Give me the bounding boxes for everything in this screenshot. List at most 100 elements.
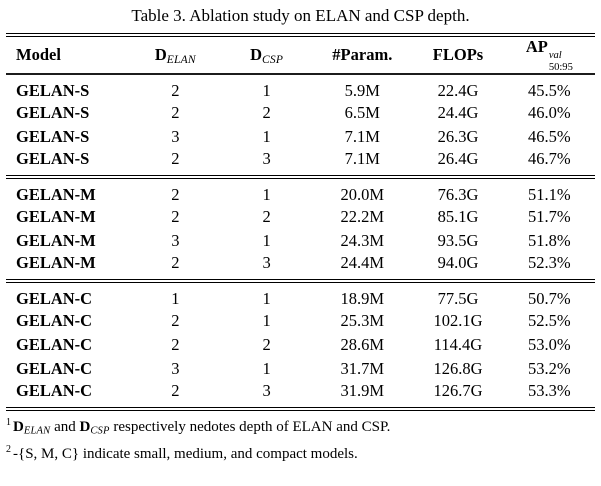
table-header-row: Model DELAN DCSP #Param. FLOPs AP val 50:9…: [6, 35, 595, 75]
math-subscript: CSP: [262, 53, 284, 66]
cell-model: GELAN-C: [16, 359, 93, 379]
math-subscript: ELAN: [166, 53, 196, 66]
col-header-d-csp: DCSP: [221, 35, 312, 74]
math-base: D: [13, 419, 24, 436]
table-row: GELAN-S 2 3 7.1M 26.4G 46.7%: [6, 149, 595, 177]
cell-d-csp: 2: [262, 335, 271, 355]
table-caption: Table 3. Ablation study on ELAN and CSP …: [131, 6, 470, 25]
cell-ap: 51.1%: [528, 185, 571, 205]
cell-model: GELAN-S: [16, 81, 90, 101]
cell-model: GELAN-M: [16, 253, 96, 273]
cell-d-csp: 1: [262, 231, 271, 251]
cell-params: 25.3M: [340, 311, 385, 331]
footnote-1-marker: 1: [6, 417, 11, 429]
table-row: GELAN-S 2 2 6.5M 24.4G 46.0%: [6, 101, 595, 125]
cell-flops: 26.4G: [437, 149, 479, 169]
cell-ap: 53.2%: [528, 359, 571, 379]
cell-flops: 93.5G: [437, 231, 479, 251]
cell-flops: 24.4G: [437, 103, 479, 123]
footnote-1-text: and: [54, 419, 76, 436]
table-row: GELAN-M 3 1 24.3M 93.5G 51.8%: [6, 229, 595, 253]
footnote-2-marker: 2: [6, 444, 11, 456]
cell-model: GELAN-C: [16, 381, 93, 401]
ablation-table: Model DELAN DCSP #Param. FLOPs AP val 50:9…: [6, 33, 595, 412]
cell-model: GELAN-S: [16, 149, 90, 169]
cell-d-elan: 2: [171, 185, 180, 205]
cell-flops: 94.0G: [437, 253, 479, 273]
table-row: GELAN-M 2 2 22.2M 85.1G 51.7%: [6, 205, 595, 229]
cell-ap: 46.7%: [528, 149, 571, 169]
table-row: GELAN-M 2 3 24.4M 94.0G 52.3%: [6, 253, 595, 281]
cell-d-csp: 1: [262, 81, 271, 101]
cell-model: GELAN-C: [16, 311, 93, 331]
cell-params: 28.6M: [340, 335, 385, 355]
cell-d-elan: 2: [171, 103, 180, 123]
cell-d-csp: 1: [262, 185, 271, 205]
table-row: GELAN-M 2 1 20.0M 76.3G 51.1%: [6, 177, 595, 205]
table-row: GELAN-S 2 1 5.9M 22.4G 45.5%: [6, 74, 595, 101]
cell-d-csp: 1: [262, 311, 271, 331]
table-row: GELAN-C 1 1 18.9M 77.5G 50.7%: [6, 281, 595, 309]
table-row: GELAN-C 2 3 31.9M 126.7G 53.3%: [6, 381, 595, 409]
table-section-gelan-s: GELAN-S 2 1 5.9M 22.4G 45.5% GELAN-S 2 2 6.5M 24.4…: [6, 74, 595, 177]
cell-d-elan: 2: [171, 81, 180, 101]
cell-params: 18.9M: [340, 289, 385, 309]
footnote-1-text: respectively nedotes depth of ELAN and C…: [113, 419, 391, 436]
table-row: GELAN-C 2 2 28.6M 114.4G 53.0%: [6, 333, 595, 357]
cell-ap: 46.5%: [528, 127, 571, 147]
cell-ap: 46.0%: [528, 103, 571, 123]
math-base: AP: [525, 37, 548, 56]
cell-params: 20.0M: [340, 185, 385, 205]
col-header-params: #Param.: [332, 45, 393, 65]
cell-model: GELAN-M: [16, 207, 96, 227]
cell-ap: 51.7%: [528, 207, 571, 227]
cell-model: GELAN-C: [16, 335, 93, 355]
cell-d-elan: 2: [171, 207, 180, 227]
footnote-2: 2 -{S, M, C} indicate small, medium, and …: [6, 443, 595, 466]
cell-d-elan: 2: [171, 253, 180, 273]
cell-ap: 51.8%: [528, 231, 571, 251]
table-footnotes: 1 DELAN and DCSP respectively nedotes dep…: [6, 416, 595, 466]
cell-d-elan: 3: [171, 231, 180, 251]
cell-d-csp: 2: [262, 207, 271, 227]
col-header-ap: AP val 50:95: [504, 35, 595, 74]
cell-model: GELAN-M: [16, 185, 96, 205]
cell-flops: 114.4G: [433, 335, 483, 355]
table-row: GELAN-C 2 1 25.3M 102.1G 52.5%: [6, 309, 595, 333]
cell-ap: 53.3%: [528, 381, 571, 401]
cell-flops: 85.1G: [437, 207, 479, 227]
cell-flops: 77.5G: [437, 289, 479, 309]
cell-d-csp: 3: [262, 381, 271, 401]
cell-ap: 52.5%: [528, 311, 571, 331]
cell-d-csp: 2: [262, 103, 271, 123]
cell-model: GELAN-S: [16, 127, 90, 147]
cell-params: 24.3M: [340, 231, 385, 251]
cell-model: GELAN-M: [16, 231, 96, 251]
table-section-gelan-c: GELAN-C 1 1 18.9M 77.5G 50.7% GELAN-C 2 1 25.3M 10…: [6, 281, 595, 409]
cell-params: 22.2M: [340, 207, 385, 227]
cell-d-csp: 1: [262, 359, 271, 379]
cell-flops: 26.3G: [437, 127, 479, 147]
math-superscript: val: [548, 49, 562, 61]
cell-d-elan: 2: [171, 311, 180, 331]
math-supsub-stack: val 50:95: [549, 50, 573, 74]
table-row: GELAN-C 3 1 31.7M 126.8G 53.2%: [6, 357, 595, 381]
cell-model: GELAN-C: [16, 289, 93, 309]
cell-params: 7.1M: [344, 149, 380, 169]
cell-params: 7.1M: [344, 127, 380, 147]
cell-params: 24.4M: [340, 253, 385, 273]
cell-params: 31.7M: [340, 359, 385, 379]
paper-page: Table 3. Ablation study on ELAN and CSP …: [6, 6, 595, 466]
col-header-d-elan: DELAN: [130, 35, 221, 74]
cell-d-elan: 2: [171, 381, 180, 401]
footnote-2-text: -{S, M, C} indicate small, medium, and c…: [13, 446, 358, 463]
cell-d-elan: 3: [171, 359, 180, 379]
cell-flops: 76.3G: [437, 185, 479, 205]
cell-params: 6.5M: [344, 103, 380, 123]
math-base: D: [79, 419, 91, 436]
cell-d-csp: 1: [262, 127, 271, 147]
cell-d-elan: 1: [171, 289, 180, 309]
math-subscript: 50:95: [548, 61, 573, 73]
cell-model: GELAN-S: [16, 103, 90, 123]
cell-params: 31.9M: [340, 381, 385, 401]
